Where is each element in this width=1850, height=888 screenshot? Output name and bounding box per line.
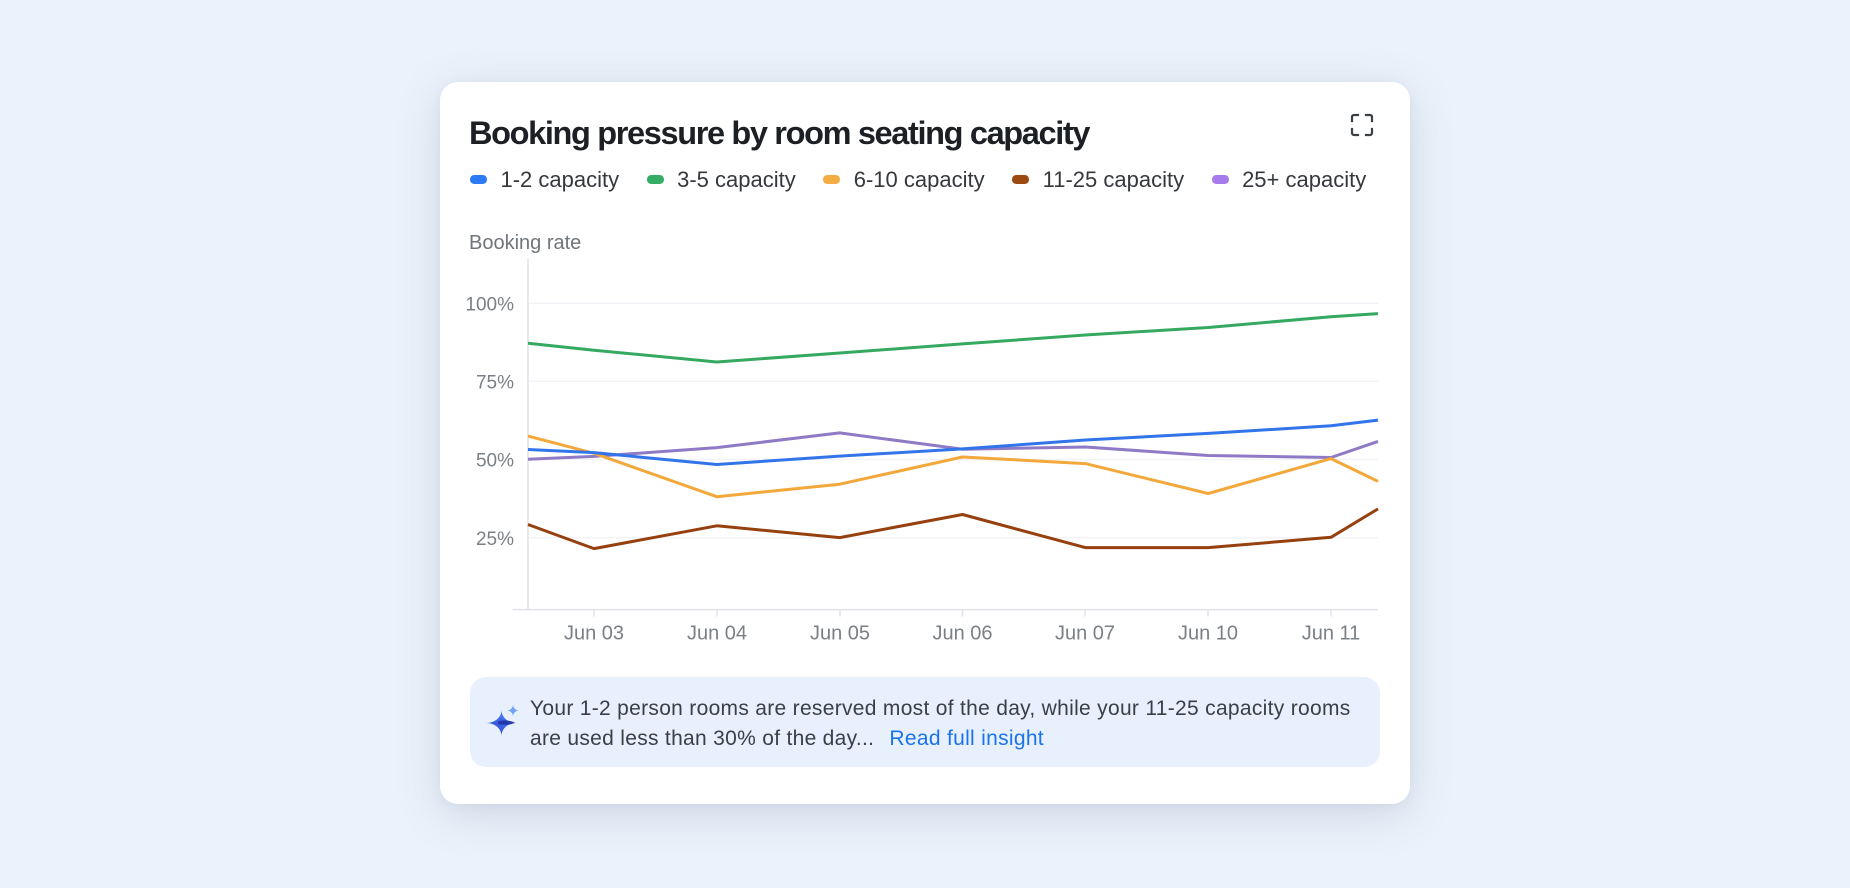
svg-text:50%: 50% — [476, 451, 514, 472]
svg-text:100%: 100% — [465, 295, 514, 316]
svg-text:75%: 75% — [476, 373, 514, 394]
svg-text:Jun 04: Jun 04 — [687, 623, 747, 645]
svg-text:Jun 03: Jun 03 — [564, 623, 624, 645]
svg-text:Jun 11: Jun 11 — [1302, 623, 1361, 645]
svg-text:Jun 10: Jun 10 — [1178, 623, 1238, 645]
svg-text:25%: 25% — [476, 529, 514, 550]
svg-text:Jun 07: Jun 07 — [1055, 623, 1115, 645]
svg-text:Jun 05: Jun 05 — [810, 623, 870, 645]
svg-text:Jun 06: Jun 06 — [932, 623, 992, 645]
